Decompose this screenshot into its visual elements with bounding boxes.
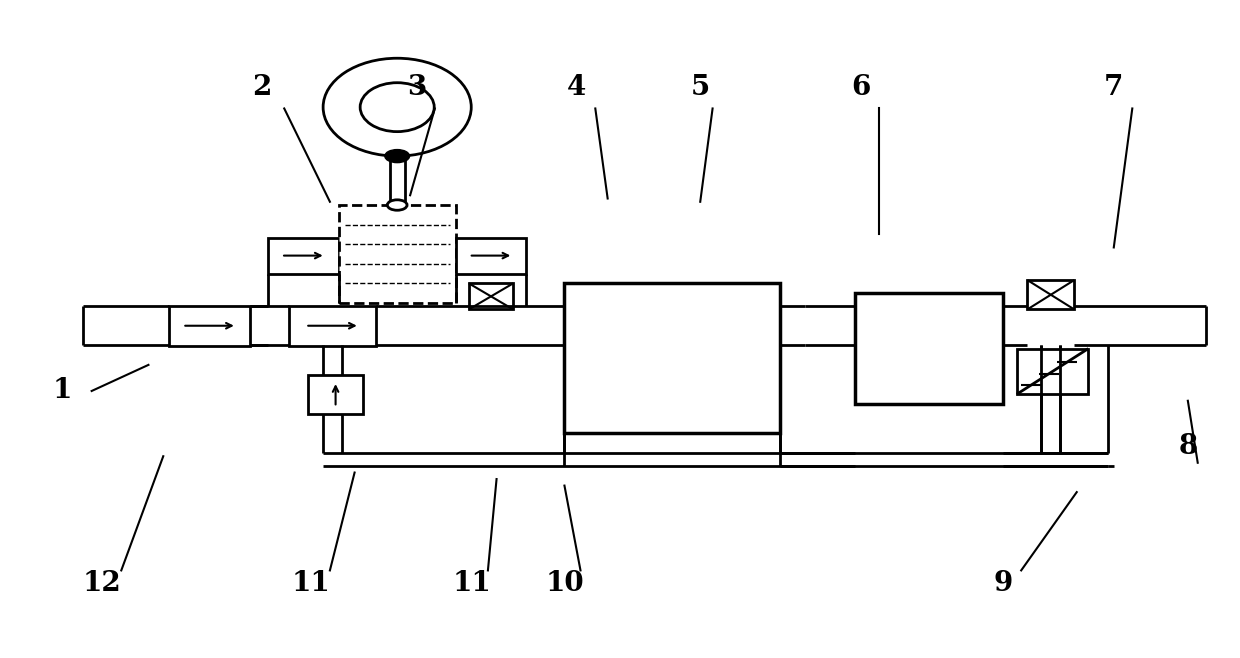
Ellipse shape — [324, 59, 471, 156]
Bar — [1017, 349, 1089, 394]
Bar — [564, 284, 780, 434]
Circle shape — [384, 149, 409, 163]
Text: 7: 7 — [1104, 74, 1123, 101]
Text: 12: 12 — [82, 570, 122, 597]
Text: 2: 2 — [252, 74, 272, 101]
Bar — [854, 293, 1003, 404]
Bar — [289, 305, 376, 346]
Text: 9: 9 — [993, 570, 1012, 597]
Circle shape — [387, 200, 407, 211]
Text: 11: 11 — [291, 570, 331, 597]
Bar — [339, 205, 456, 303]
Bar — [268, 238, 339, 274]
Text: 8: 8 — [1178, 433, 1198, 460]
Ellipse shape — [360, 83, 434, 132]
Bar — [308, 374, 363, 414]
Text: 10: 10 — [546, 570, 584, 597]
Bar — [469, 284, 513, 309]
Text: 6: 6 — [851, 74, 870, 101]
Text: 4: 4 — [567, 74, 587, 101]
Bar — [456, 238, 526, 274]
Text: 11: 11 — [453, 570, 491, 597]
Text: 3: 3 — [407, 74, 427, 101]
Text: 1: 1 — [52, 378, 72, 405]
Text: 5: 5 — [691, 74, 709, 101]
Bar — [1028, 280, 1074, 309]
Bar — [170, 305, 249, 346]
